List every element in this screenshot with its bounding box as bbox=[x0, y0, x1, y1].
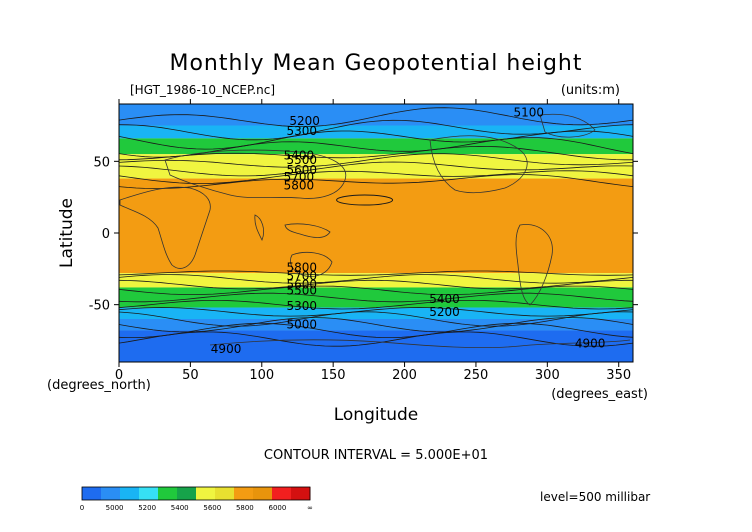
contour-interval-text: CONTOUR INTERVAL = 5.000E+01 bbox=[264, 448, 488, 463]
colorbar-swatch bbox=[82, 487, 102, 500]
x-tick-label: 350 bbox=[606, 368, 631, 383]
colorbar-label: 5600 bbox=[203, 504, 221, 512]
colorbar-swatch bbox=[215, 487, 235, 500]
colorbar-label: 5800 bbox=[236, 504, 254, 512]
band-0 bbox=[119, 104, 633, 126]
contour-line bbox=[118, 317, 634, 333]
contour-label: 5200 bbox=[289, 114, 320, 128]
contour-label: 5400 bbox=[284, 149, 315, 163]
colorbar-label: ∞ bbox=[307, 504, 313, 512]
chart-subtitle-left: [HGT_1986-10_NCEP.nc] bbox=[130, 83, 275, 97]
contour-line bbox=[118, 153, 634, 168]
colorbar-swatch bbox=[234, 487, 254, 500]
contour-line bbox=[118, 285, 634, 295]
colorbar-label: 5400 bbox=[171, 504, 189, 512]
contour-label: 5500 bbox=[286, 153, 317, 167]
y-unit-label: (degrees_north) bbox=[47, 378, 151, 393]
contour-label: 5400 bbox=[429, 292, 460, 306]
level-text: level=500 millibar bbox=[540, 490, 650, 504]
band-9 bbox=[119, 330, 633, 362]
contour-label: 5600 bbox=[286, 278, 317, 292]
contour-label: 5500 bbox=[286, 283, 317, 297]
contour-closed bbox=[336, 194, 394, 206]
contour-label: 4900 bbox=[575, 336, 606, 350]
x-tick-label: 200 bbox=[392, 368, 417, 383]
y-axis-label: Latitude bbox=[57, 198, 77, 268]
band-4 bbox=[119, 178, 633, 274]
colorbar-swatch bbox=[177, 487, 197, 500]
contour-line bbox=[118, 137, 634, 158]
contour-lines bbox=[118, 107, 634, 347]
colorbar-label: 5200 bbox=[138, 504, 156, 512]
colorbar-swatch bbox=[272, 487, 292, 500]
contour-labels: 5200530054005500560057005800510058005700… bbox=[211, 106, 606, 357]
colorbar-swatch bbox=[196, 487, 216, 500]
contour-line bbox=[118, 145, 633, 161]
chart-title: Monthly Mean Geopotential height bbox=[169, 51, 582, 76]
colorbar-label: 6000 bbox=[269, 504, 287, 512]
x-tick-label: 100 bbox=[249, 368, 274, 383]
band-6 bbox=[119, 287, 633, 308]
band-7 bbox=[119, 307, 633, 319]
contour-label: 5700 bbox=[286, 269, 317, 283]
y-tick-label: 50 bbox=[93, 155, 110, 170]
contour-line bbox=[118, 161, 634, 177]
colorbar-swatch bbox=[139, 487, 159, 500]
contour-label: 5200 bbox=[429, 305, 460, 319]
contour-label: 5100 bbox=[513, 106, 544, 120]
x-tick-label: 50 bbox=[182, 368, 199, 383]
colorbar-swatch bbox=[101, 487, 121, 500]
contour-label: 4900 bbox=[211, 342, 242, 356]
colorbar-swatch bbox=[291, 487, 311, 500]
x-unit-label: (degrees_east) bbox=[551, 387, 648, 402]
contour-label: 5300 bbox=[286, 299, 317, 313]
x-tick-label: 300 bbox=[535, 368, 560, 383]
x-axis: 0 50 100 150 200 250 300 350 bbox=[115, 99, 631, 383]
plot-area bbox=[119, 104, 633, 362]
contour-line bbox=[118, 107, 634, 127]
x-tick-label: 150 bbox=[321, 368, 346, 383]
contour-label: 5300 bbox=[286, 124, 317, 138]
colorbar-swatch bbox=[158, 487, 178, 500]
x-tick-label: 0 bbox=[115, 368, 123, 383]
contour-line bbox=[118, 307, 634, 317]
contour-line bbox=[118, 311, 634, 327]
band-2 bbox=[119, 138, 633, 155]
colorbar-frame bbox=[81, 486, 311, 501]
colorbar: 0 5000 5200 5400 5600 5800 6000 ∞ bbox=[80, 486, 313, 512]
colorbar-label: 5000 bbox=[106, 504, 124, 512]
y-tick-label: -50 bbox=[89, 299, 110, 314]
contour-label: 5600 bbox=[286, 163, 317, 177]
contour-line bbox=[118, 279, 633, 290]
x-tick-label: 250 bbox=[464, 368, 489, 383]
colorbar-swatch bbox=[253, 487, 273, 500]
contour-line bbox=[118, 322, 634, 338]
y-axis: -50 0 50 bbox=[89, 155, 638, 314]
band-3 bbox=[119, 154, 633, 179]
colorbar-swatch bbox=[120, 487, 140, 500]
y-tick-label: 0 bbox=[102, 227, 110, 242]
contour-label: 5800 bbox=[284, 179, 315, 193]
coastlines bbox=[119, 113, 631, 349]
chart-subtitle-right: (units:m) bbox=[561, 83, 620, 98]
contour-line bbox=[118, 274, 634, 284]
contour-label: 5800 bbox=[286, 260, 317, 274]
contour-line bbox=[118, 170, 634, 184]
contour-line bbox=[118, 292, 634, 303]
x-axis-label: Longitude bbox=[334, 405, 419, 425]
contour-line bbox=[118, 331, 634, 347]
colorbar-label: 0 bbox=[80, 504, 84, 512]
contour-label: 5700 bbox=[284, 170, 315, 184]
contour-label: 5000 bbox=[286, 318, 317, 332]
contour-line bbox=[118, 174, 634, 189]
contour-line bbox=[118, 300, 634, 310]
band-1 bbox=[119, 125, 633, 139]
